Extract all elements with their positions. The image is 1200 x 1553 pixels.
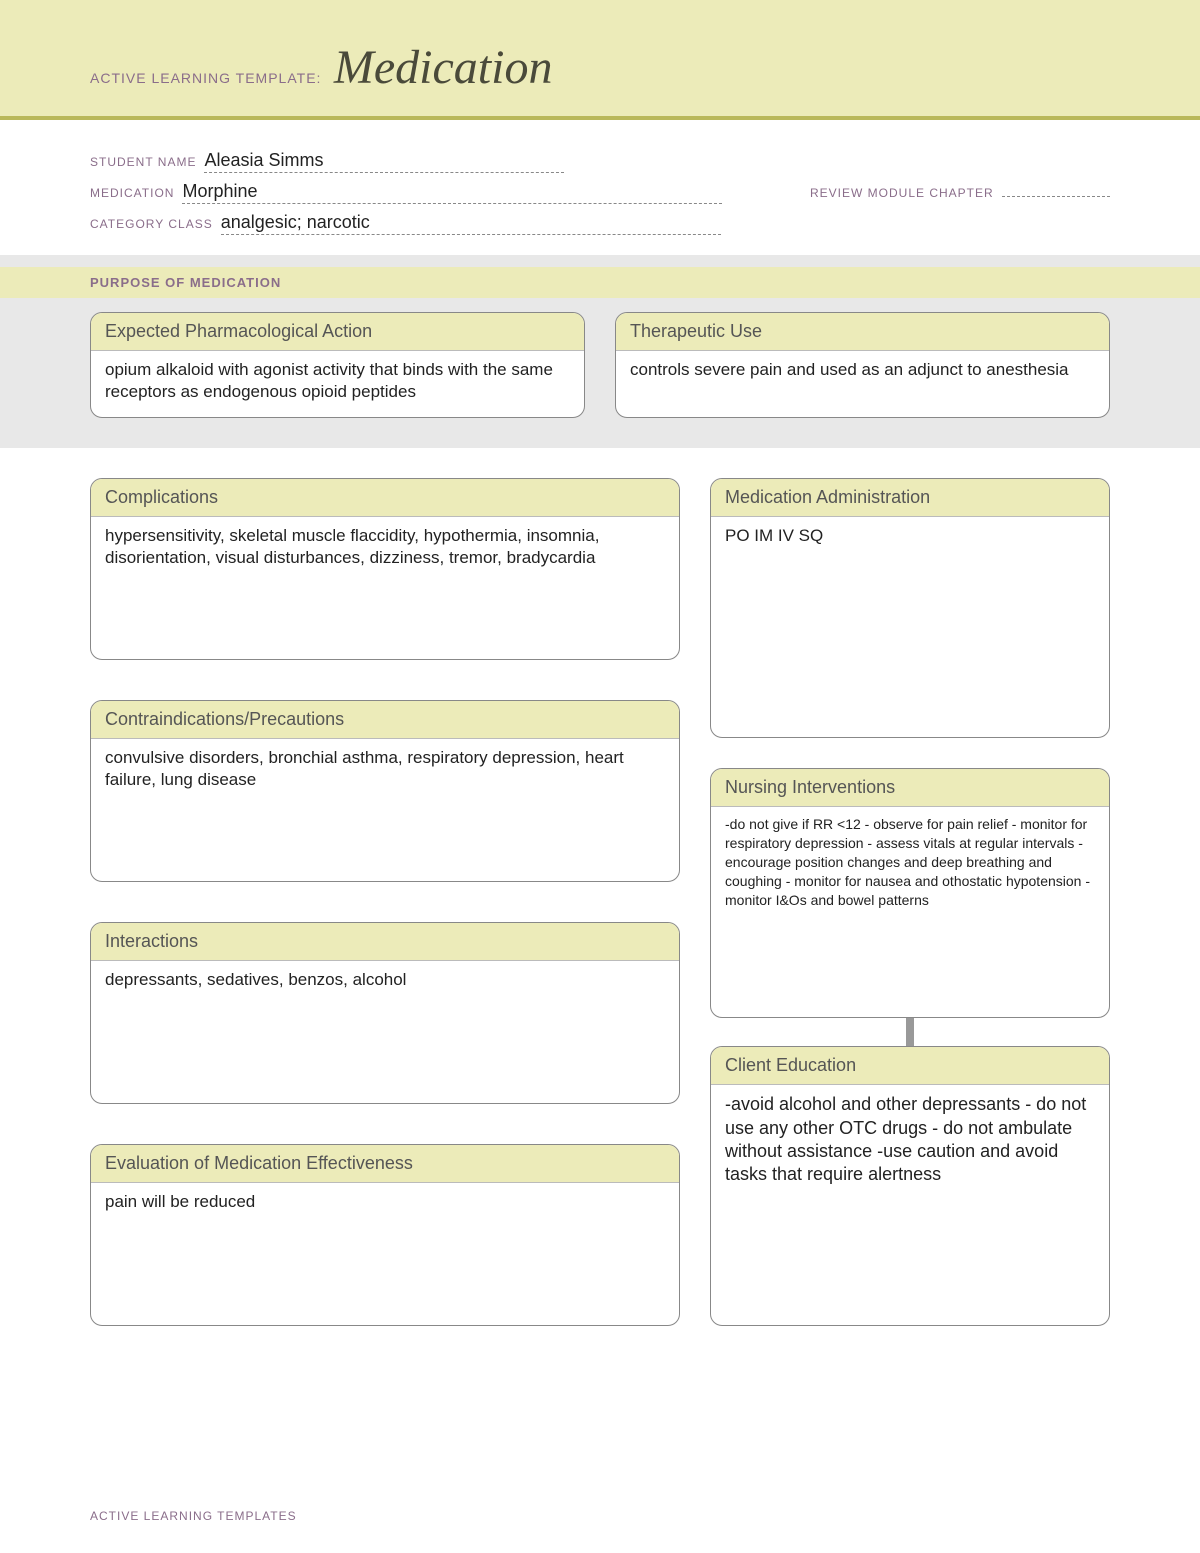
pharm-body: opium alkaloid with agonist activity tha… xyxy=(91,351,584,417)
nursing-card: Nursing Interventions -do not give if RR… xyxy=(710,768,1110,1018)
client-title: Client Education xyxy=(711,1047,1109,1085)
header-title: Medication xyxy=(334,41,553,94)
interactions-body: depressants, sedatives, benzos, alcohol xyxy=(91,961,679,1005)
footer-text: ACTIVE LEARNING TEMPLATES xyxy=(90,1509,297,1523)
contra-title: Contraindications/Precautions xyxy=(91,701,679,739)
admin-body: PO IM IV SQ xyxy=(711,517,1109,561)
header-band: ACTIVE LEARNING TEMPLATE: Medication xyxy=(0,0,1200,120)
complications-card: Complications hypersensitivity, skeletal… xyxy=(90,478,680,660)
review-label: REVIEW MODULE CHAPTER xyxy=(810,186,994,200)
nursing-body: -do not give if RR <12 - observe for pai… xyxy=(711,807,1109,923)
client-body: -avoid alcohol and other depressants - d… xyxy=(711,1085,1109,1201)
header-prefix: ACTIVE LEARNING TEMPLATE: xyxy=(90,70,321,86)
therapeutic-body: controls severe pain and used as an adju… xyxy=(616,351,1109,395)
complications-body: hypersensitivity, skeletal muscle flacci… xyxy=(91,517,679,583)
category-value: analgesic; narcotic xyxy=(221,212,721,235)
medication-row: MEDICATION Morphine REVIEW MODULE CHAPTE… xyxy=(90,181,1110,204)
complications-title: Complications xyxy=(91,479,679,517)
right-column: Medication Administration PO IM IV SQ Nu… xyxy=(710,478,1110,1326)
therapeutic-title: Therapeutic Use xyxy=(616,313,1109,351)
category-row: CATEGORY CLASS analgesic; narcotic xyxy=(90,212,1110,235)
admin-card: Medication Administration PO IM IV SQ xyxy=(710,478,1110,738)
student-label: STUDENT NAME xyxy=(90,155,196,169)
student-row: STUDENT NAME Aleasia Simms xyxy=(90,150,1110,173)
category-label: CATEGORY CLASS xyxy=(90,217,213,231)
evaluation-body: pain will be reduced xyxy=(91,1183,679,1227)
admin-title: Medication Administration xyxy=(711,479,1109,517)
content-area: STUDENT NAME Aleasia Simms MEDICATION Mo… xyxy=(0,120,1200,1326)
medication-label: MEDICATION xyxy=(90,186,174,200)
client-card: Client Education -avoid alcohol and othe… xyxy=(710,1046,1110,1326)
pharm-card: Expected Pharmacological Action opium al… xyxy=(90,312,585,418)
purpose-section: PURPOSE OF MEDICATION Expected Pharmacol… xyxy=(0,255,1200,448)
student-value: Aleasia Simms xyxy=(204,150,564,173)
medication-value: Morphine xyxy=(182,181,722,204)
evaluation-card: Evaluation of Medication Effectiveness p… xyxy=(90,1144,680,1326)
review-value xyxy=(1002,195,1110,197)
nursing-title: Nursing Interventions xyxy=(711,769,1109,807)
purpose-header: PURPOSE OF MEDICATION xyxy=(0,267,1200,298)
interactions-title: Interactions xyxy=(91,923,679,961)
pharm-title: Expected Pharmacological Action xyxy=(91,313,584,351)
contra-card: Contraindications/Precautions convulsive… xyxy=(90,700,680,882)
main-grid: Complications hypersensitivity, skeletal… xyxy=(90,478,1110,1326)
contra-body: convulsive disorders, bronchial asthma, … xyxy=(91,739,679,805)
evaluation-title: Evaluation of Medication Effectiveness xyxy=(91,1145,679,1183)
connector-line xyxy=(906,1018,914,1046)
interactions-card: Interactions depressants, sedatives, ben… xyxy=(90,922,680,1104)
therapeutic-card: Therapeutic Use controls severe pain and… xyxy=(615,312,1110,418)
left-column: Complications hypersensitivity, skeletal… xyxy=(90,478,680,1326)
